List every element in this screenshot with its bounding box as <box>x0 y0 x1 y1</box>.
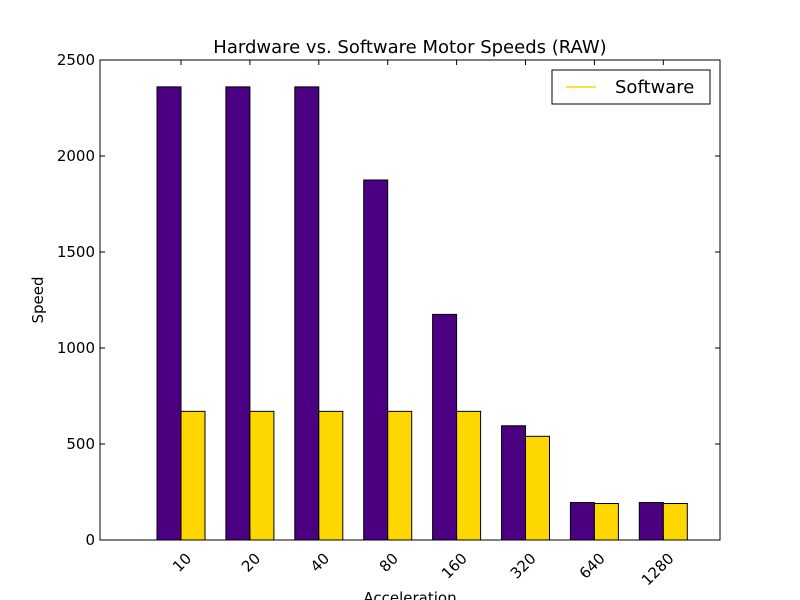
y-tick-label: 2000 <box>57 147 95 165</box>
bar-series-1-320 <box>501 425 526 541</box>
legend: Software <box>551 69 711 105</box>
y-tick-label: 0 <box>85 531 95 549</box>
bar-series-2-640 <box>593 503 619 541</box>
bars-group <box>156 86 688 541</box>
bar-series-1-1280 <box>638 502 664 541</box>
bar-series-2-160 <box>456 410 482 541</box>
y-axis-label: Speed <box>29 276 47 323</box>
bar-series-1-80 <box>363 179 389 541</box>
chart-title: Hardware vs. Software Motor Speeds (RAW) <box>213 37 606 58</box>
bar-series-2-40 <box>318 410 344 541</box>
y-tick-label: 1000 <box>57 339 95 357</box>
legend-label-software: Software <box>615 77 694 98</box>
bar-series-1-160 <box>432 313 458 541</box>
bar-series-1-20 <box>225 86 251 541</box>
y-axis-ticks: 0 500 1000 1500 2000 2500 <box>57 51 720 549</box>
y-tick-label: 1500 <box>57 243 95 261</box>
y-tick-label: 500 <box>66 435 95 453</box>
bar-series-2-20 <box>249 410 275 541</box>
x-axis-label: Acceleration <box>363 589 456 600</box>
bar-series-1-40 <box>294 86 320 541</box>
bar-series-1-640 <box>569 502 595 541</box>
bar-series-2-320 <box>525 435 550 541</box>
bar-series-2-80 <box>387 410 413 541</box>
bar-series-2-1280 <box>662 503 688 541</box>
plot-frame <box>99 59 721 541</box>
bar-series-2-10 <box>180 410 206 541</box>
bar-series-1-10 <box>156 86 182 541</box>
y-tick-label: 2500 <box>57 51 95 69</box>
